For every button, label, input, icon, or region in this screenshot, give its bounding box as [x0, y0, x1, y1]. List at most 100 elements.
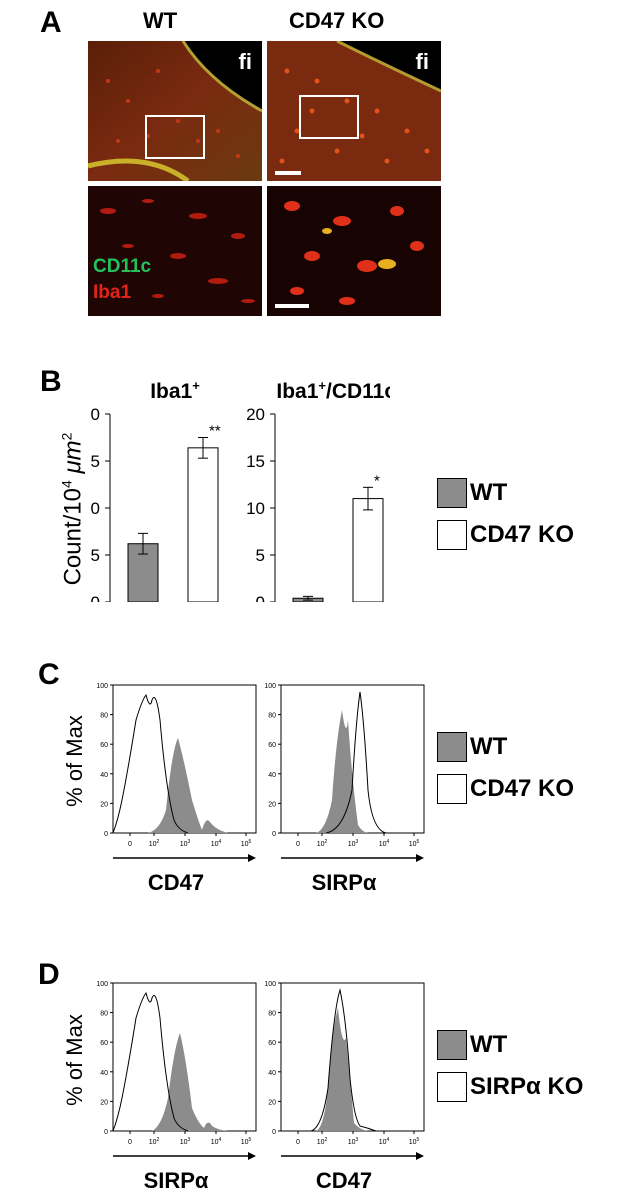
y-tick-label: 40: [268, 772, 276, 779]
ko-histogram: [310, 988, 377, 1132]
x-tick-label: 0: [128, 1139, 132, 1146]
x-tick-label: 104: [379, 839, 390, 848]
ylabel-sup: 4: [58, 480, 75, 488]
legend-b-ko-swatch: [437, 520, 467, 550]
y-tick-label: 60: [100, 742, 108, 749]
y-tick-label: 5: [256, 546, 265, 565]
legend-c-wt-label: WT: [470, 733, 508, 760]
x-tick-label: 104: [211, 839, 222, 848]
x-arrow-head: [416, 854, 424, 862]
y-tick-label: 20: [268, 801, 276, 808]
legend-b-wt-label: WT: [470, 479, 508, 506]
chart-title-iba1-cd11c: Iba1+/CD11c+: [276, 378, 390, 403]
micrograph-ko-overview-image: [267, 41, 441, 181]
panel-c-ylabel: % of Max: [62, 686, 88, 836]
micrograph-wt-zoom: CD11c Iba1: [87, 185, 263, 317]
x-tick-label: 105: [409, 1137, 420, 1146]
y-tick-label: 0: [272, 1129, 276, 1136]
ylabel-percent-max: % of Max: [62, 715, 87, 807]
zoom-region-box: [299, 95, 359, 139]
y-tick-label: 100: [264, 683, 276, 690]
panel-d-ylabel: % of Max: [62, 985, 88, 1135]
legend-c-ko-swatch: [437, 774, 467, 804]
panel-d-label: D: [38, 958, 60, 991]
y-tick-label: 15: [90, 452, 100, 471]
y-tick-label: 20: [246, 405, 265, 424]
legend-d-ko-swatch: [437, 1072, 467, 1102]
cd11c-stain-label: CD11c: [93, 256, 152, 277]
panel-a-label: A: [40, 6, 62, 39]
x-tick-label: 105: [241, 1137, 252, 1146]
y-tick-label: 40: [100, 1070, 108, 1077]
y-tick-label: 0: [91, 593, 100, 602]
x-tick-label: 102: [149, 1137, 160, 1146]
y-tick-label: 0: [272, 831, 276, 838]
y-tick-label: 0: [256, 593, 265, 602]
x-tick-label: 104: [379, 1137, 390, 1146]
zoom-region-box: [145, 115, 205, 159]
x-label-cd47: CD47: [316, 1168, 372, 1193]
histogram-c-sirpa: 0 20 40 60 80 100 0 102 103 104 105 SIRPα: [264, 683, 425, 895]
significance-marker: **: [209, 423, 221, 440]
bar-ko: [352, 498, 384, 602]
x-tick-label: 103: [180, 839, 191, 848]
panel-b-label: B: [40, 365, 62, 398]
micrograph-wt-zoom-image: [88, 186, 262, 316]
legend-d-wt-swatch: [437, 1030, 467, 1060]
scale-bar: [275, 304, 309, 308]
micrograph-wt-overview: fi: [87, 40, 263, 182]
y-tick-label: 60: [268, 1040, 276, 1047]
y-tick-label: 10: [90, 499, 100, 518]
bar-charts: Iba1+ Iba1+/CD11c+ 0 5 10 15 20 ** 0 5 10 15 20 *: [90, 378, 390, 602]
y-tick-label: 60: [100, 1040, 108, 1047]
x-arrow-head: [248, 1152, 256, 1160]
y-tick-label: 80: [268, 713, 276, 720]
x-tick-label: 103: [348, 839, 359, 848]
legend-c-wt-swatch: [437, 732, 467, 762]
x-arrow-head: [416, 1152, 424, 1160]
y-tick-label: 80: [100, 1011, 108, 1018]
ylabel-percent-max: % of Max: [62, 1014, 87, 1106]
histogram-d-cd47: 0 20 40 60 80 100 0 102 103 104 105 CD47: [264, 981, 425, 1193]
fi-label-wt: fi: [238, 49, 252, 74]
x-tick-label: 0: [296, 841, 300, 848]
x-tick-label: 102: [317, 1137, 328, 1146]
y-tick-label: 0: [104, 831, 108, 838]
x-tick-label: 0: [296, 1139, 300, 1146]
y-tick-label: 80: [100, 713, 108, 720]
x-label-sirpa: SIRPα: [144, 1168, 209, 1193]
y-tick-label: 20: [90, 405, 100, 424]
y-tick-label: 20: [100, 801, 108, 808]
ylabel-text: Count/10: [59, 488, 87, 586]
y-tick-label: 80: [268, 1011, 276, 1018]
legend-d-wt-label: WT: [470, 1031, 508, 1058]
chart-title-iba1: Iba1+: [150, 378, 200, 403]
micrograph-ko-overview: fi: [266, 40, 442, 182]
ylabel-unit-sup: 2: [58, 432, 75, 441]
ylabel-unit: μm: [59, 440, 87, 481]
significance-marker: *: [374, 472, 380, 489]
x-label-cd47: CD47: [148, 870, 204, 895]
ko-histogram: [112, 693, 189, 834]
x-tick-label: 0: [128, 841, 132, 848]
x-tick-label: 103: [180, 1137, 191, 1146]
histogram-c-cd47: 0 20 40 60 80 100 0 102 103 104 105 CD47: [96, 683, 257, 895]
bar-ko: [187, 447, 219, 602]
x-tick-label: 105: [241, 839, 252, 848]
y-tick-label: 15: [246, 452, 265, 471]
x-tick-label: 104: [211, 1137, 222, 1146]
wt-histogram: [152, 1033, 228, 1131]
micrograph-ko-zoom: [266, 185, 442, 317]
fi-label-ko: fi: [415, 49, 429, 74]
y-tick-label: 60: [268, 742, 276, 749]
y-tick-label: 100: [96, 981, 108, 988]
x-tick-label: 102: [149, 839, 160, 848]
y-tick-label: 100: [264, 981, 276, 988]
y-tick-label: 20: [268, 1099, 276, 1106]
x-tick-label: 102: [317, 839, 328, 848]
wt-histogram: [316, 1008, 368, 1131]
y-tick-label: 100: [96, 683, 108, 690]
scale-bar: [275, 171, 301, 175]
legend-c-ko-label: CD47 KO: [470, 775, 575, 802]
histogram-d-sirpa: 0 20 40 60 80 100 0 102 103 104 105 SIRPα: [96, 981, 257, 1193]
